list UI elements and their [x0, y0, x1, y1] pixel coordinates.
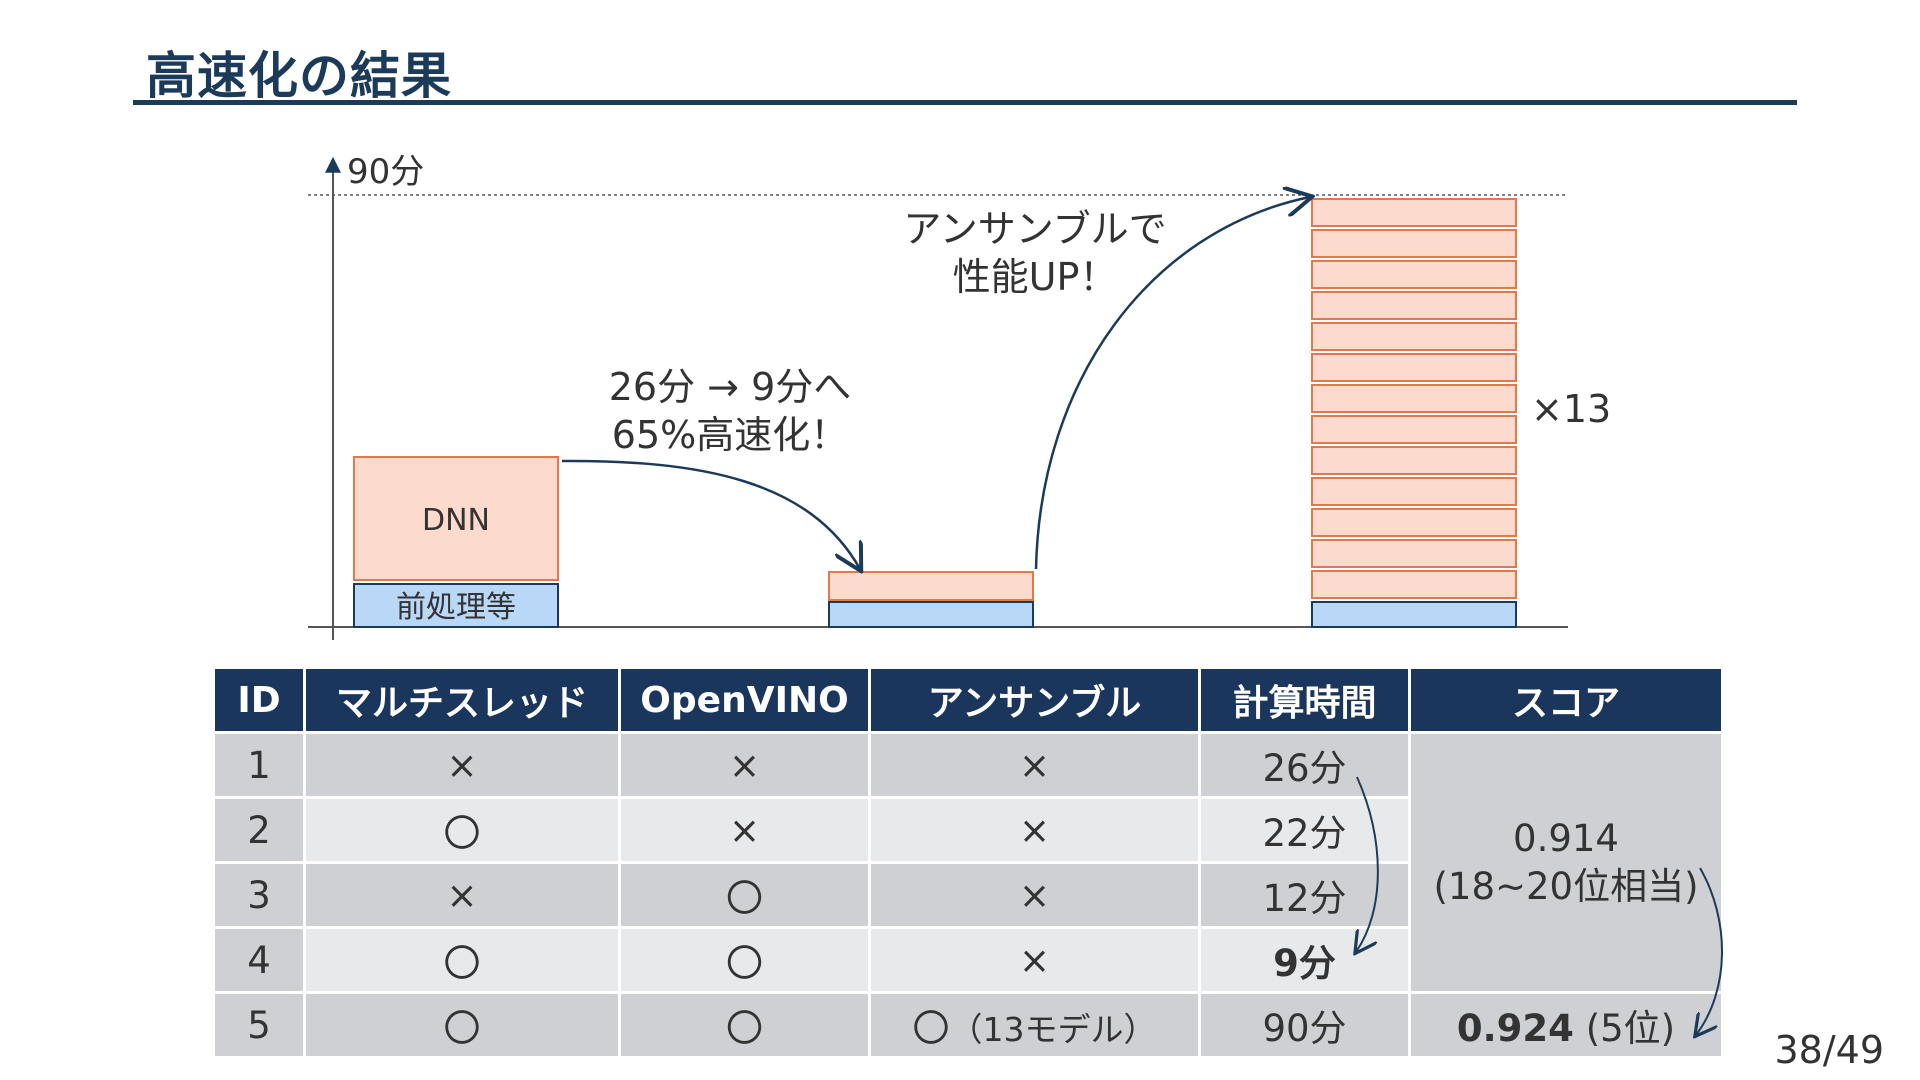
cell-multithread: 〇	[303, 796, 621, 864]
header-id: ID	[212, 669, 306, 733]
results-table: ID マルチスレッド OpenVINO アンサンブル 計算時間 スコア 1 × …	[212, 669, 1724, 1059]
bar3-dnn-unit	[1311, 446, 1517, 475]
cell-score-5: 0.924 (5位)	[1408, 991, 1724, 1059]
cell-multithread: ×	[303, 731, 621, 799]
cell-id: 4	[212, 926, 306, 994]
time-chart: 90分 DNN 前処理等 ×13 26分 → 9分へ 65%高速化！ アンサンブ…	[308, 152, 1611, 640]
header-score: スコア	[1408, 669, 1724, 733]
ensemble-annotation-line1: アンサンブルで	[903, 207, 1166, 251]
cell-time: 90分	[1198, 991, 1411, 1059]
bar3-dnn-unit	[1311, 291, 1517, 320]
bar3-dnn-unit	[1311, 229, 1517, 258]
bar3-dnn-unit	[1311, 322, 1517, 351]
cell-ensemble: ×	[868, 926, 1201, 994]
cell-multithread: 〇	[303, 926, 621, 994]
cell-id: 3	[212, 861, 306, 929]
score-5-note: (5位)	[1585, 1007, 1676, 1050]
cell-time: 9分	[1198, 926, 1411, 994]
header-openvino: OpenVINO	[618, 669, 871, 733]
cell-openvino: 〇	[618, 861, 871, 929]
stack-multiplier-label: ×13	[1531, 387, 1611, 431]
title-underline	[133, 100, 1797, 105]
speedup-annotation-line2: 65%高速化！	[612, 413, 848, 457]
ensemble-mark: 〇	[912, 1007, 950, 1050]
bar3-dnn-unit	[1311, 539, 1517, 568]
cell-openvino: 〇	[618, 991, 871, 1059]
cell-ensemble: 〇（13モデル）	[868, 991, 1201, 1059]
score-group-value: 0.914	[1513, 816, 1619, 860]
cell-id: 2	[212, 796, 306, 864]
cell-ensemble: ×	[868, 796, 1201, 864]
table-row: 4 〇 〇 × 9分	[212, 926, 1723, 994]
cell-openvino: ×	[618, 796, 871, 864]
bar3-dnn-unit	[1311, 415, 1517, 444]
page-number: 38/49	[1774, 1028, 1884, 1072]
bar2-preprocess-segment	[828, 601, 1034, 628]
bar3-dnn-unit	[1311, 570, 1517, 599]
cell-id: 5	[212, 991, 306, 1059]
bar3-dnn-unit	[1311, 260, 1517, 289]
table-header-row: ID マルチスレッド OpenVINO アンサンブル 計算時間 スコア	[212, 669, 1724, 733]
bar1-preprocess-label: 前処理等	[396, 590, 516, 625]
cell-multithread: ×	[303, 861, 621, 929]
speedup-annotation-line1: 26分 → 9分へ	[609, 365, 852, 409]
bar1-preprocess-segment	[353, 583, 559, 628]
score-group-note: (18~20位相当)	[1433, 864, 1699, 908]
cell-time: 12分	[1198, 861, 1411, 929]
bar3-preprocess-segment	[1311, 601, 1517, 628]
cell-id: 1	[212, 731, 306, 799]
y-axis-label: 90分	[347, 152, 424, 192]
cell-multithread: 〇	[303, 991, 621, 1059]
bar3-dnn-unit	[1311, 384, 1517, 413]
bar2-dnn-segment	[828, 571, 1034, 601]
ensemble-annotation-line2: 性能UP！	[953, 255, 1118, 299]
bar3-dnn-unit	[1311, 477, 1517, 506]
bar3-dnn-unit	[1311, 353, 1517, 382]
bar1-dnn-segment	[353, 456, 559, 581]
score-5-value: 0.924	[1456, 1007, 1574, 1050]
ensemble-arrow	[1034, 197, 1310, 570]
table-row: 5 〇 〇 〇（13モデル） 90分 0.924 (5位)	[212, 991, 1724, 1059]
slide-title: 高速化の結果	[146, 47, 452, 105]
cell-openvino: ×	[618, 731, 871, 799]
header-ensemble: アンサンブル	[868, 669, 1201, 733]
ensemble-note: （13モデル）	[949, 1010, 1157, 1049]
bar3-dnn-stack	[1311, 198, 1517, 599]
cell-openvino: 〇	[618, 926, 871, 994]
cell-ensemble: ×	[868, 731, 1201, 799]
header-multithread: マルチスレッド	[303, 669, 621, 733]
cell-score-group: 0.914 (18~20位相当)	[1408, 731, 1724, 994]
bar3-dnn-unit	[1311, 508, 1517, 537]
table-row: 1 × × × 26分 0.914 (18~20位相当)	[212, 731, 1724, 994]
cell-time: 22分	[1198, 796, 1411, 864]
table-row: 3 × 〇 × 12分	[212, 861, 1723, 929]
bar1-dnn-label: DNN	[422, 503, 490, 538]
bar3-dnn-unit	[1311, 198, 1517, 227]
table-row: 2 〇 × × 22分	[212, 796, 1723, 864]
header-time: 計算時間	[1198, 669, 1411, 733]
speedup-arrow	[561, 459, 860, 569]
cell-ensemble: ×	[868, 861, 1201, 929]
cell-time: 26分	[1198, 731, 1411, 799]
